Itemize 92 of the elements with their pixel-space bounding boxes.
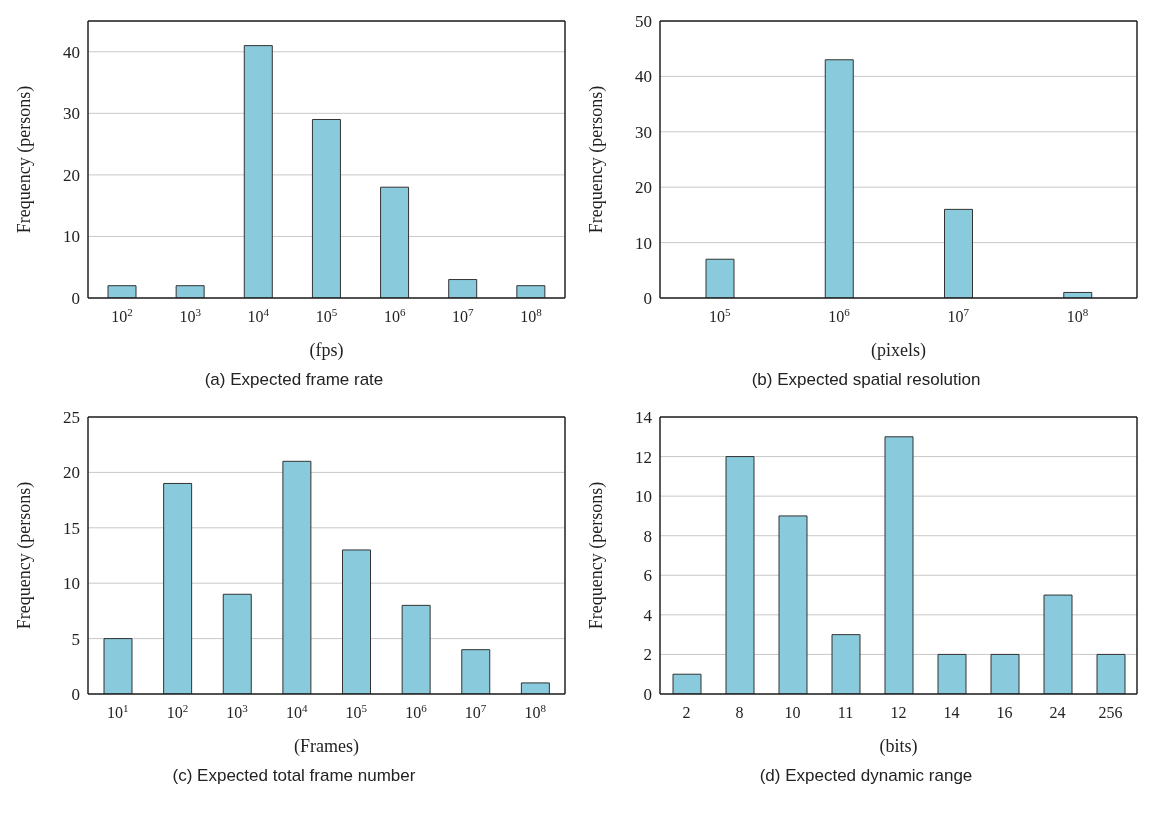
y-axis-title: Frequency (persons)	[586, 481, 608, 630]
bar	[516, 285, 546, 298]
bar	[831, 634, 861, 694]
y-tick-label: 4	[643, 605, 653, 625]
y-tick-label: 0	[71, 685, 80, 705]
x-tick-label: 10$^{7}$	[947, 306, 970, 325]
x-tick-label: 10	[784, 704, 801, 721]
y-tick-label: 30	[63, 104, 80, 124]
x-tick-label: 10$^{6}$	[828, 306, 851, 325]
x-tick-label: 11	[837, 704, 854, 721]
x-tick-label: 10$^{5}$	[315, 306, 338, 325]
x-tick-label: 24	[1049, 704, 1066, 721]
bar	[311, 118, 341, 298]
x-tick-label: 10$^{1}$	[107, 702, 129, 721]
bar	[884, 436, 914, 694]
y-tick-label: 10	[635, 233, 652, 253]
y-tick-label: 10	[63, 574, 80, 594]
x-tick-label: 10$^{3}$	[226, 702, 249, 721]
bar	[1096, 653, 1126, 694]
x-tick-label: 10$^{4}$	[285, 702, 308, 721]
bar	[163, 482, 193, 694]
x-axis-title: (Frames)	[294, 736, 359, 757]
x-tick-label: 10$^{5}$	[708, 306, 731, 325]
x-tick-label: 10$^{3}$	[179, 306, 202, 325]
x-axis-title: (fps)	[309, 340, 344, 361]
bar	[672, 673, 702, 694]
text: (b) Expected spatial resolution	[750, 370, 982, 390]
x-tick-label: 10$^{4}$	[247, 306, 270, 325]
text: (a) Expected frame rate	[203, 370, 385, 390]
bar	[937, 653, 967, 694]
bar	[1043, 594, 1073, 694]
y-tick-label: 10	[63, 227, 80, 247]
y-tick-label: 10	[635, 487, 652, 507]
y-tick-label: 8	[643, 526, 652, 546]
bar	[380, 186, 410, 298]
x-tick-label: 14	[943, 704, 960, 721]
bar	[520, 682, 550, 694]
y-tick-label: 25	[63, 408, 80, 428]
bar	[243, 45, 273, 298]
bar	[944, 208, 973, 298]
y-tick-label: 40	[63, 42, 80, 62]
x-tick-label: 8	[735, 704, 744, 721]
y-axis-title: Frequency (persons)	[586, 85, 608, 234]
text: (d) Expected dynamic range	[758, 766, 974, 786]
y-tick-label: 14	[635, 408, 653, 428]
y-tick-label: 0	[71, 289, 80, 309]
y-tick-label: 40	[635, 67, 652, 87]
x-tick-label: 16	[996, 704, 1013, 721]
y-axis-title: Frequency (persons)	[14, 481, 36, 630]
bar	[175, 285, 205, 298]
x-tick-label: 10$^{6}$	[405, 702, 428, 721]
bar	[103, 638, 133, 694]
x-tick-label: 256	[1098, 704, 1123, 721]
bar	[725, 456, 755, 694]
bar	[824, 59, 854, 298]
x-tick-label: 10$^{8}$	[524, 702, 547, 721]
bar	[342, 549, 371, 694]
y-axis-title: Frequency (persons)	[14, 85, 36, 234]
y-tick-label: 50	[635, 12, 652, 32]
x-tick-label: 10$^{8}$	[1066, 306, 1089, 325]
y-tick-label: 30	[635, 122, 652, 142]
y-tick-label: 20	[635, 178, 652, 198]
bar	[990, 653, 1020, 694]
x-tick-label: 10$^{5}$	[345, 702, 368, 721]
text: (c) Expected total frame number	[171, 766, 417, 786]
y-tick-label: 5	[71, 629, 80, 649]
y-tick-label: 0	[643, 289, 652, 309]
bar	[107, 285, 137, 298]
y-tick-label: 20	[63, 165, 80, 185]
bar	[778, 515, 808, 694]
x-tick-label: 10$^{7}$	[464, 702, 487, 721]
bar	[448, 279, 478, 298]
x-tick-label: 10$^{6}$	[383, 306, 406, 325]
bar	[461, 649, 491, 694]
y-tick-label: 0	[643, 685, 652, 705]
x-tick-label: 10$^{8}$	[520, 306, 543, 325]
y-tick-label: 2	[643, 645, 652, 665]
x-tick-label: 2	[682, 704, 691, 721]
bar	[282, 460, 312, 694]
x-axis-title: (bits)	[879, 736, 918, 757]
y-tick-label: 12	[635, 447, 652, 467]
x-axis-title: (pixels)	[871, 340, 926, 361]
y-tick-label: 20	[63, 463, 80, 483]
bar	[222, 593, 252, 694]
x-tick-label: 12	[890, 704, 907, 721]
x-tick-label: 10$^{2}$	[111, 306, 133, 325]
x-tick-label: 10$^{2}$	[166, 702, 189, 721]
y-tick-label: 6	[643, 566, 652, 586]
y-tick-label: 15	[63, 518, 80, 538]
bar	[705, 258, 735, 298]
x-tick-label: 10$^{7}$	[452, 306, 475, 325]
bar	[401, 604, 431, 694]
